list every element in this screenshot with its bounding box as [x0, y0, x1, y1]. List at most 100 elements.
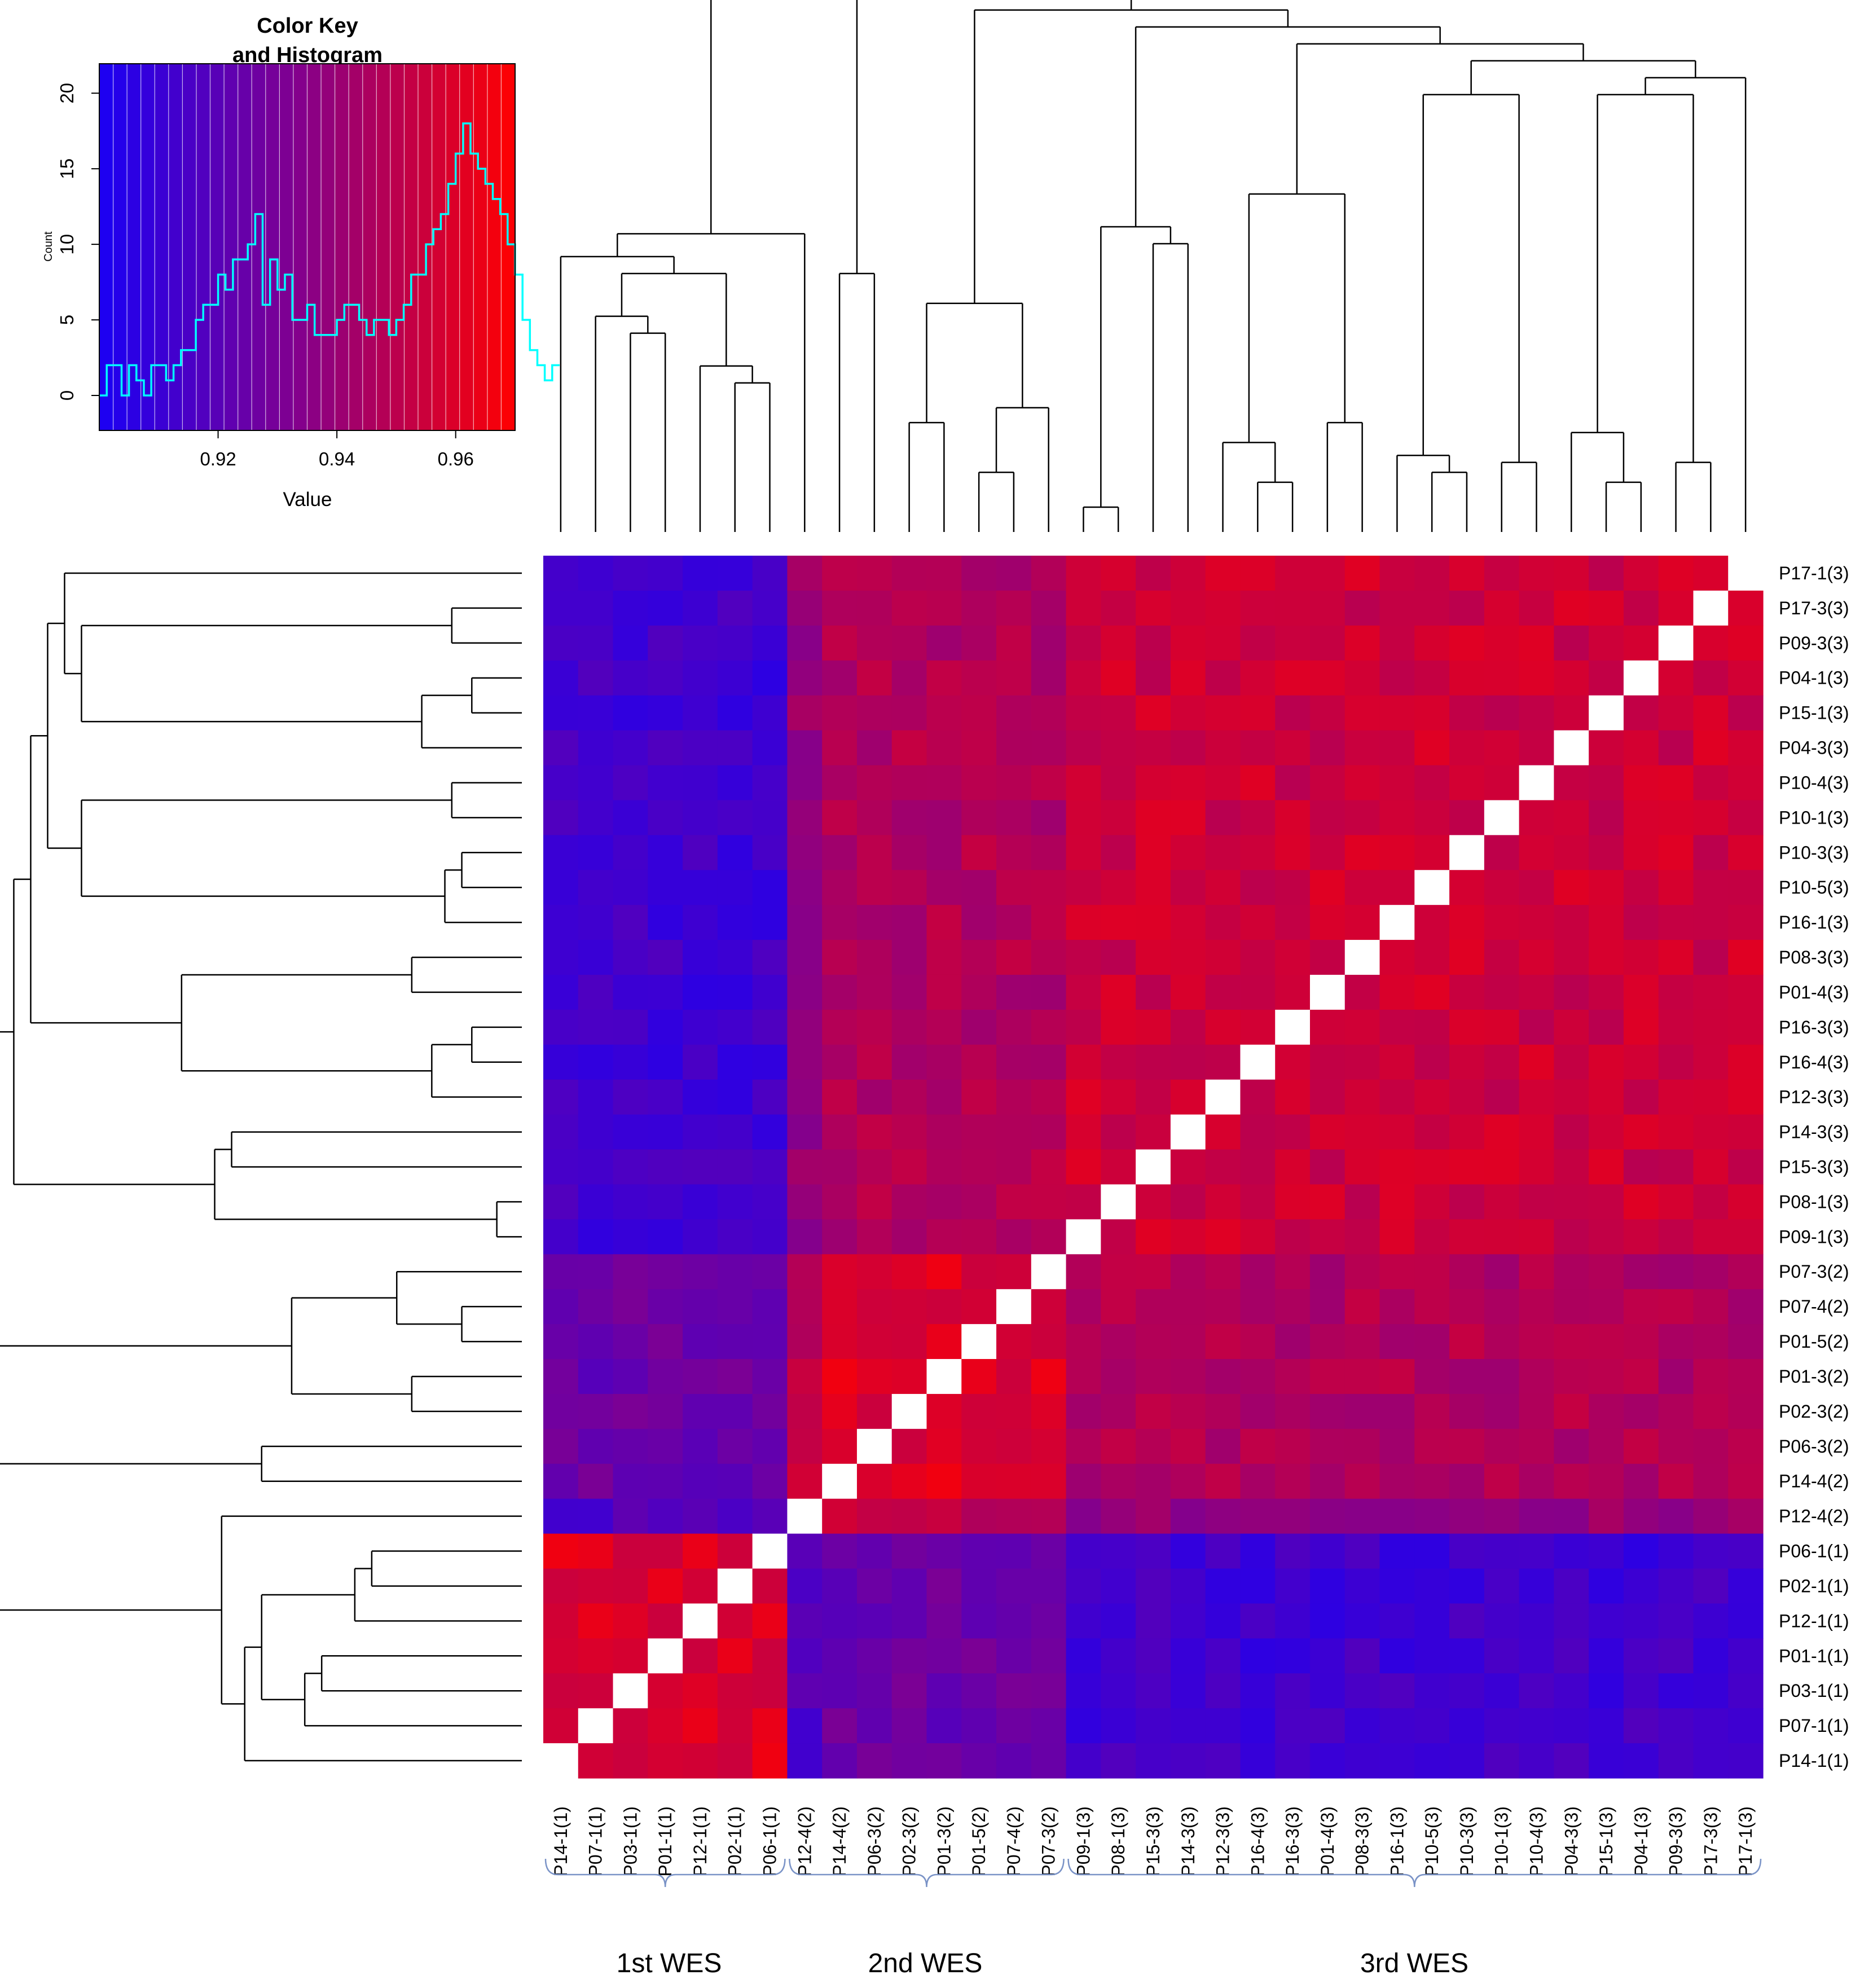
heatmap-cell: [822, 1533, 858, 1569]
row-label: P10-3(3): [1779, 842, 1849, 863]
heatmap-cell: [1449, 1533, 1485, 1569]
heatmap-cell: [1170, 765, 1206, 801]
heatmap-cell: [613, 1743, 648, 1779]
heatmap-cell: [543, 1009, 579, 1045]
heatmap-cell: [1066, 1393, 1101, 1430]
heatmap-cell: [926, 556, 962, 591]
heatmap-cell: [1344, 1254, 1380, 1290]
group-label-2nd-wes: 2nd WES: [868, 1949, 983, 1978]
heatmap-cell: [1658, 1324, 1694, 1360]
heatmap-cell: [1519, 1673, 1554, 1709]
heatmap-cell: [1519, 1254, 1554, 1290]
heatmap-cell: [578, 730, 614, 766]
heatmap-cell: [648, 556, 683, 591]
heatmap-cell: [1066, 1079, 1101, 1115]
heatmap-cell: [822, 974, 858, 1010]
heatmap-cell: [1205, 1743, 1241, 1779]
heatmap-cell: [717, 1219, 753, 1255]
heatmap-cell: [1589, 695, 1624, 731]
heatmap-cell: [1693, 660, 1729, 696]
heatmap-cell: [1136, 1498, 1171, 1534]
heatmap-cell: [717, 1289, 753, 1325]
column-label: P10-4(3): [1527, 1806, 1547, 1877]
heatmap-cell: [1414, 1184, 1450, 1220]
heatmap-cell: [1066, 1359, 1101, 1395]
heatmap-cell: [1379, 1219, 1415, 1255]
heatmap-cell: [1066, 974, 1101, 1010]
heatmap-cell: [1728, 1114, 1764, 1150]
heatmap-cell: [1693, 1673, 1729, 1709]
heatmap-cell: [1623, 1079, 1659, 1115]
heatmap-cell: [1414, 1114, 1450, 1150]
heatmap-cell: [1136, 1603, 1171, 1639]
heatmap-cell: [926, 800, 962, 835]
heatmap-cell: [1136, 1289, 1171, 1325]
heatmap-cell: [1309, 556, 1346, 591]
heatmap-cell: [1414, 974, 1450, 1010]
heatmap-cell: [1658, 1708, 1694, 1744]
heatmap-cell: [961, 556, 997, 591]
heatmap-cell: [1031, 556, 1067, 591]
heatmap-cell: [752, 660, 788, 696]
heatmap-cell: [752, 1254, 788, 1290]
heatmap-cell: [996, 835, 1032, 870]
row-label: P08-3(3): [1779, 947, 1849, 967]
heatmap-cell: [1728, 1743, 1764, 1779]
heatmap-cell: [1379, 695, 1415, 731]
heatmap-cell: [1658, 940, 1694, 975]
heatmap-cell: [1554, 1673, 1589, 1709]
heatmap-cell: [1309, 1254, 1346, 1290]
heatmap-cell: [1728, 625, 1764, 661]
column-label: P14-1(1): [551, 1806, 571, 1877]
heatmap-cell: [1414, 1079, 1450, 1115]
heatmap-cell: [1589, 556, 1624, 591]
heatmap-cell: [1309, 695, 1346, 731]
heatmap-cell: [996, 1219, 1032, 1255]
heatmap-cell: [1519, 765, 1554, 801]
heatmap-cell: [1205, 1708, 1241, 1744]
heatmap-cell: [1519, 1114, 1554, 1150]
heatmap-cell: [1623, 1463, 1659, 1499]
heatmap-cell: [961, 1533, 997, 1569]
heatmap-cell: [891, 1603, 927, 1639]
heatmap-cell: [1623, 1638, 1659, 1674]
heatmap-cell: [1414, 1603, 1450, 1639]
heatmap-cell: [961, 870, 997, 905]
heatmap-cell: [1414, 1568, 1450, 1604]
heatmap-cell: [822, 870, 858, 905]
heatmap-cell: [1379, 765, 1415, 801]
heatmap-cell: [961, 1079, 997, 1115]
column-label: P01-5(2): [969, 1806, 989, 1877]
heatmap-cell: [1623, 1743, 1659, 1779]
heatmap-cell: [787, 765, 823, 801]
heatmap-cell: [648, 765, 683, 801]
heatmap-cell: [787, 1743, 823, 1779]
heatmap-cell: [822, 660, 858, 696]
heatmap-cell: [613, 1498, 648, 1534]
heatmap-cell: [787, 1324, 823, 1360]
heatmap-cell: [578, 695, 614, 731]
heatmap-cell: [578, 590, 614, 626]
heatmap-cell: [683, 695, 718, 731]
heatmap-cell: [1066, 835, 1101, 870]
heatmap-cell: [1136, 1638, 1171, 1674]
heatmap-cell: [1693, 1708, 1729, 1744]
heatmap-cell: [1623, 1498, 1659, 1534]
heatmap-cell: [1484, 1114, 1520, 1150]
heatmap-cell: [1309, 625, 1346, 661]
heatmap-cell: [1414, 695, 1450, 731]
heatmap-cell: [1240, 1463, 1276, 1499]
heatmap-cell: [1205, 1254, 1241, 1290]
heatmap-cell: [1658, 800, 1694, 835]
heatmap-cell: [683, 660, 718, 696]
heatmap-cell: [926, 1498, 962, 1534]
heatmap-cell: [543, 870, 579, 905]
heatmap-cell: [926, 1393, 962, 1430]
heatmap-cell: [1693, 590, 1729, 626]
heatmap-cell: [1379, 625, 1415, 661]
heatmap-cell: [648, 625, 683, 661]
heatmap-cell: [1728, 1009, 1764, 1045]
heatmap-cell: [578, 1044, 614, 1080]
heatmap-cell: [822, 1044, 858, 1080]
heatmap-cell: [926, 1359, 962, 1395]
